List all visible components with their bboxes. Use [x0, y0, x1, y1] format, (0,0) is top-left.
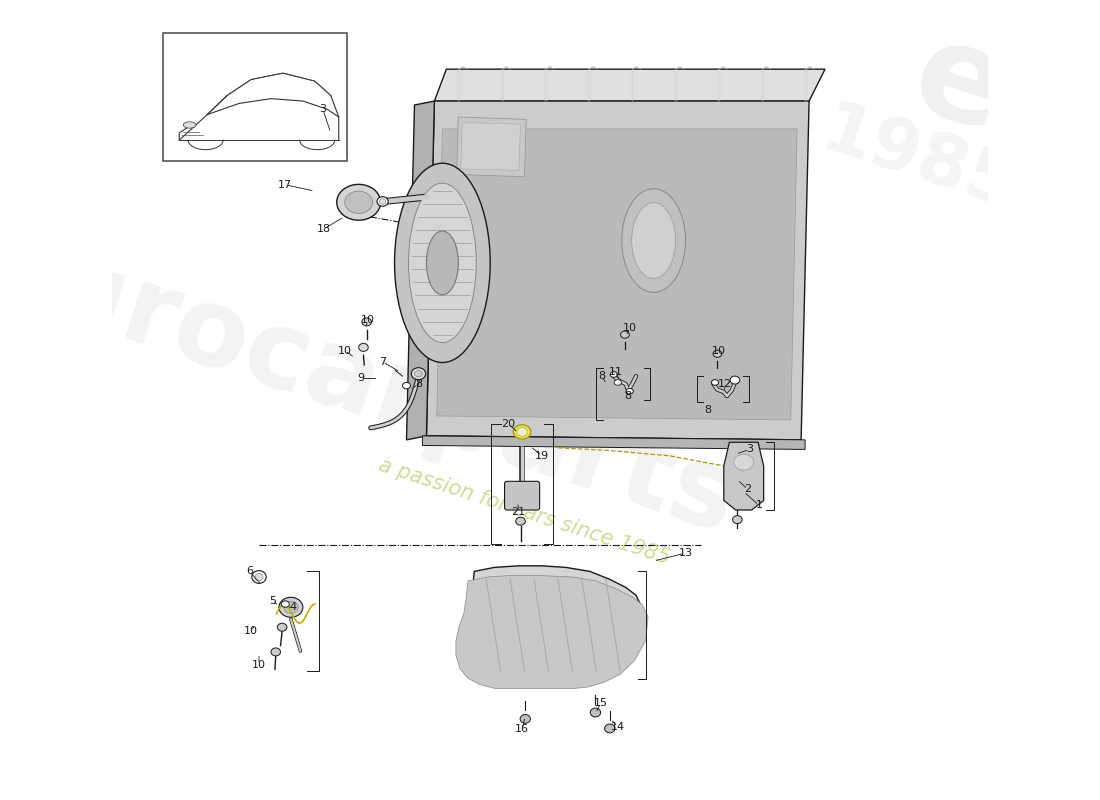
Ellipse shape	[591, 708, 601, 717]
Text: 7: 7	[379, 357, 386, 366]
Ellipse shape	[277, 623, 287, 631]
Text: 8: 8	[415, 379, 422, 389]
Text: 11: 11	[609, 367, 624, 377]
Bar	[163, 34, 346, 161]
Ellipse shape	[733, 515, 742, 523]
Text: 16: 16	[515, 724, 529, 734]
Text: 1985: 1985	[812, 97, 1024, 225]
Text: es: es	[898, 10, 1097, 183]
Text: 6: 6	[246, 566, 253, 577]
Ellipse shape	[520, 714, 530, 723]
Ellipse shape	[734, 454, 754, 470]
Ellipse shape	[284, 602, 298, 614]
FancyBboxPatch shape	[505, 482, 540, 510]
Ellipse shape	[252, 570, 266, 583]
Polygon shape	[724, 442, 763, 510]
Text: 5: 5	[270, 596, 276, 606]
Ellipse shape	[395, 163, 491, 362]
Text: 18: 18	[317, 223, 331, 234]
Ellipse shape	[337, 184, 381, 220]
Polygon shape	[422, 436, 805, 450]
Ellipse shape	[415, 370, 422, 377]
Ellipse shape	[427, 231, 459, 294]
Ellipse shape	[359, 343, 369, 351]
Text: 9: 9	[358, 374, 364, 383]
Polygon shape	[434, 69, 825, 101]
Text: 17: 17	[278, 180, 293, 190]
Text: 10: 10	[712, 346, 726, 355]
Polygon shape	[407, 101, 434, 440]
Ellipse shape	[516, 517, 526, 525]
Polygon shape	[455, 575, 648, 689]
Text: 2: 2	[744, 484, 751, 494]
Text: 8: 8	[625, 391, 631, 401]
Text: 10: 10	[361, 315, 375, 326]
Ellipse shape	[514, 425, 531, 439]
Ellipse shape	[403, 382, 410, 389]
Ellipse shape	[326, 127, 334, 134]
Ellipse shape	[255, 574, 263, 581]
Ellipse shape	[271, 648, 281, 656]
Text: 13: 13	[679, 548, 693, 558]
Text: 3: 3	[746, 445, 752, 454]
Text: 10: 10	[252, 660, 266, 670]
Polygon shape	[437, 129, 798, 420]
Text: 12: 12	[718, 379, 733, 389]
Text: a passion for cars since 1985: a passion for cars since 1985	[375, 455, 672, 568]
Text: 10: 10	[623, 323, 637, 334]
Ellipse shape	[377, 197, 388, 206]
Ellipse shape	[620, 331, 629, 338]
Text: 21: 21	[512, 506, 525, 517]
Ellipse shape	[626, 389, 634, 394]
Text: 10: 10	[244, 626, 258, 636]
Text: 3: 3	[319, 104, 327, 114]
Ellipse shape	[344, 191, 373, 214]
Ellipse shape	[621, 189, 685, 292]
Text: 20: 20	[502, 419, 516, 429]
Ellipse shape	[282, 601, 289, 607]
Ellipse shape	[408, 183, 476, 342]
Ellipse shape	[184, 122, 196, 128]
Ellipse shape	[605, 724, 615, 733]
Ellipse shape	[730, 376, 739, 384]
Ellipse shape	[712, 380, 718, 386]
Text: 19: 19	[535, 451, 549, 461]
Text: 4: 4	[289, 602, 297, 612]
Text: 10: 10	[338, 346, 352, 355]
Ellipse shape	[362, 318, 372, 326]
Text: 1: 1	[756, 500, 762, 510]
Ellipse shape	[279, 598, 302, 618]
Ellipse shape	[713, 350, 722, 358]
Ellipse shape	[379, 198, 386, 204]
Polygon shape	[461, 122, 520, 170]
Text: eurocarparts: eurocarparts	[0, 211, 749, 557]
Ellipse shape	[517, 427, 527, 436]
Ellipse shape	[631, 202, 675, 278]
Text: 8: 8	[598, 371, 605, 381]
Text: 8: 8	[704, 405, 712, 414]
Ellipse shape	[614, 380, 622, 386]
Ellipse shape	[610, 372, 617, 378]
Polygon shape	[462, 566, 641, 679]
Text: 15: 15	[594, 698, 608, 708]
Polygon shape	[427, 101, 810, 440]
Text: 14: 14	[610, 722, 625, 732]
Polygon shape	[456, 117, 526, 177]
Ellipse shape	[411, 368, 426, 380]
